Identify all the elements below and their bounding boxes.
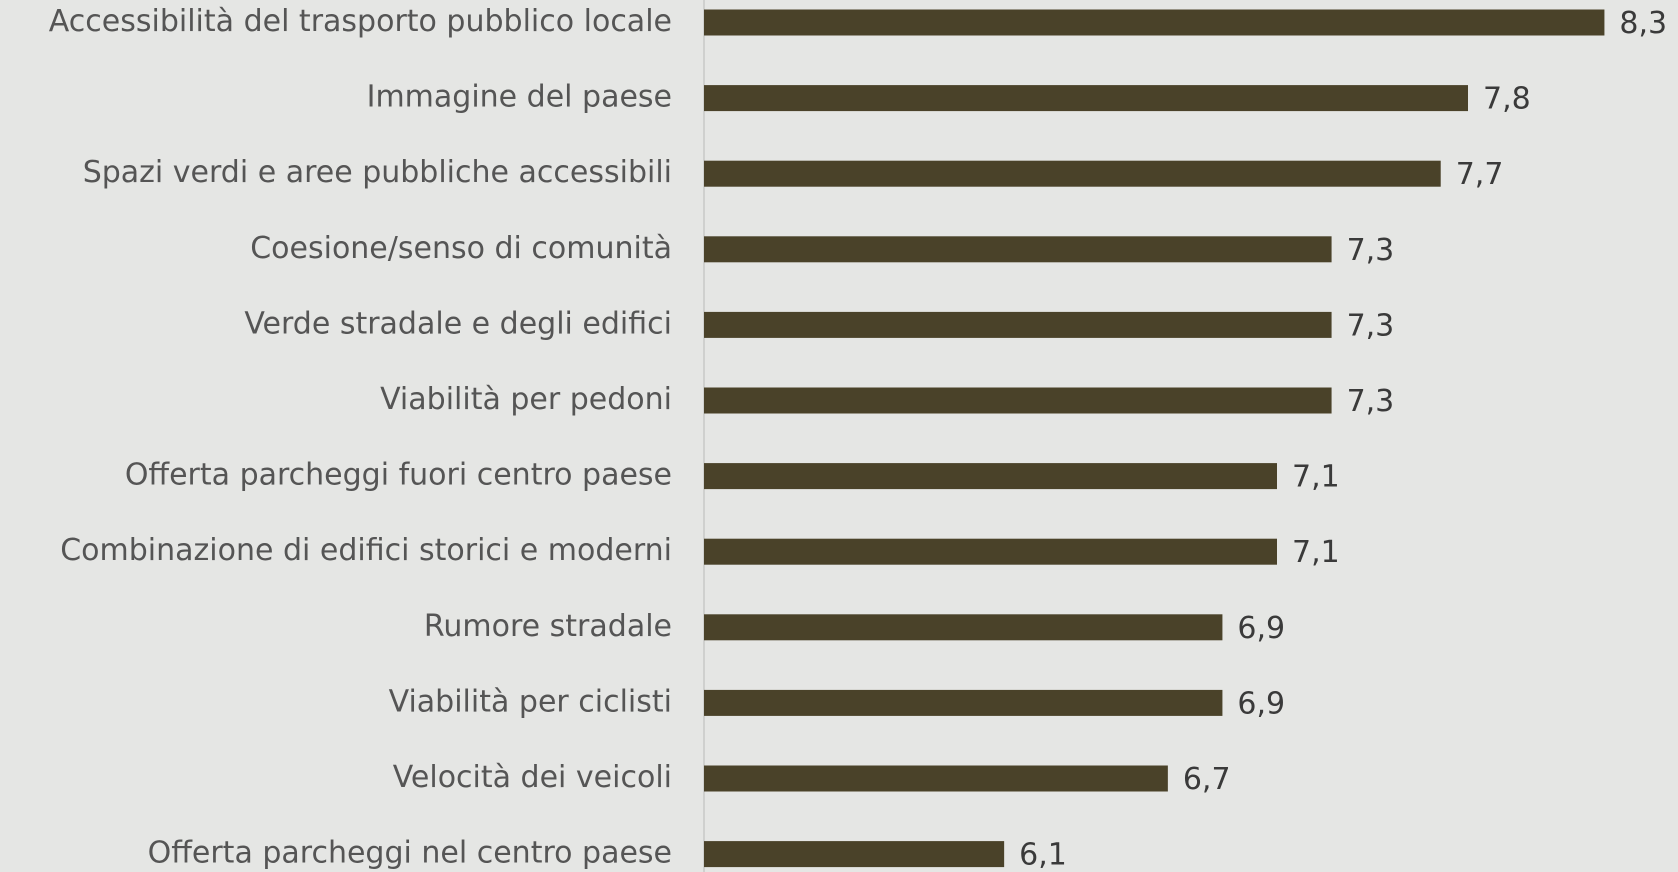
value-label: 7,1	[1292, 460, 1340, 495]
bar	[704, 160, 1441, 187]
value-label: 7,8	[1483, 82, 1531, 117]
y-tick-label: Offerta parcheggi nel centro paese	[148, 836, 672, 871]
value-label: 6,1	[1019, 838, 1067, 872]
value-label: 7,3	[1347, 384, 1395, 419]
y-tick-label: Accessibilità del trasporto pubblico loc…	[49, 4, 672, 39]
y-tick-label: Verde stradale e degli edifici	[244, 306, 672, 341]
bar	[704, 538, 1277, 565]
bar	[704, 463, 1277, 490]
bar	[704, 85, 1468, 112]
value-label: 6,9	[1237, 686, 1285, 721]
bar	[704, 236, 1332, 263]
bar	[704, 311, 1332, 338]
y-tick-label: Offerta parcheggi fuori centro paese	[125, 458, 672, 493]
y-tick-label: Viabilità per pedoni	[380, 382, 672, 417]
y-tick-label: Velocità dei veicoli	[393, 760, 672, 795]
bar	[704, 387, 1332, 414]
bar	[704, 689, 1223, 716]
value-label: 6,7	[1183, 762, 1231, 797]
y-tick-label: Viabilità per ciclisti	[389, 684, 672, 719]
value-label: 7,1	[1292, 535, 1340, 570]
y-tick-label: Combinazione di edifici storici e modern…	[60, 533, 672, 568]
bar	[704, 765, 1168, 792]
value-label: 6,9	[1237, 611, 1285, 646]
value-label: 7,7	[1456, 157, 1504, 192]
value-label: 7,3	[1347, 233, 1395, 268]
y-tick-label: Immagine del paese	[367, 80, 672, 115]
y-tick-label: Rumore stradale	[424, 609, 672, 644]
value-label: 8,3	[1619, 6, 1667, 41]
bar	[704, 614, 1223, 641]
value-label: 7,3	[1347, 308, 1395, 343]
bar	[704, 9, 1605, 36]
y-tick-label: Coesione/senso di comunità	[250, 231, 672, 266]
y-tick-label: Spazi verdi e aree pubbliche accessibili	[83, 155, 672, 190]
bar	[704, 841, 1005, 868]
